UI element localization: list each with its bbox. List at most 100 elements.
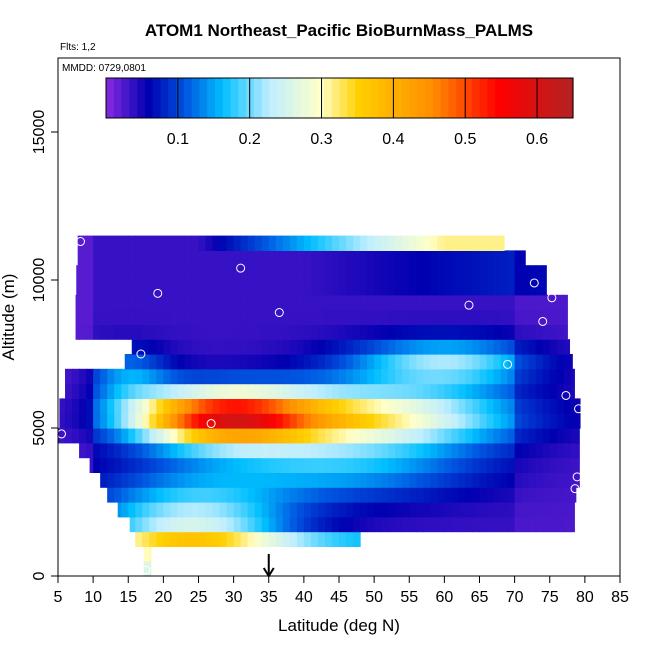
heatmap-cell bbox=[296, 383, 305, 399]
heatmap-cell bbox=[528, 265, 537, 281]
heatmap-cell bbox=[163, 398, 172, 414]
heatmap-cell bbox=[219, 235, 228, 251]
heatmap-cell bbox=[261, 368, 270, 385]
heatmap-cell bbox=[479, 487, 488, 503]
colorbar-segment bbox=[323, 78, 333, 118]
heatmap-cell bbox=[528, 472, 537, 488]
heatmap-cell bbox=[339, 324, 347, 340]
heatmap-cell bbox=[381, 383, 389, 399]
heatmap-cell bbox=[542, 354, 551, 370]
heatmap-cell bbox=[381, 354, 389, 370]
heatmap-cell bbox=[577, 413, 581, 429]
heatmap-cell bbox=[72, 398, 80, 414]
heatmap-cell bbox=[107, 457, 115, 473]
heatmap-cell bbox=[254, 442, 263, 459]
heatmap-cell bbox=[219, 294, 228, 311]
heatmap-cell bbox=[556, 428, 565, 444]
heatmap-cell bbox=[254, 324, 263, 340]
heatmap-cell bbox=[275, 354, 284, 370]
heatmap-cell bbox=[233, 457, 242, 473]
heatmap-cell bbox=[430, 309, 438, 325]
heatmap-cell bbox=[143, 546, 150, 562]
sample-point bbox=[529, 278, 539, 288]
heatmap-cell bbox=[465, 265, 474, 281]
heatmap-cell bbox=[135, 235, 143, 251]
heatmap-cell bbox=[409, 280, 417, 296]
heatmap-cell bbox=[465, 368, 474, 385]
heatmap-cell bbox=[528, 398, 537, 414]
heatmap-cell bbox=[275, 309, 284, 325]
heatmap-cell bbox=[339, 339, 347, 355]
heatmap-cell bbox=[542, 339, 551, 355]
heatmap-cell bbox=[128, 265, 136, 281]
heatmap-cell bbox=[367, 250, 375, 266]
heatmap-cell bbox=[458, 339, 467, 355]
heatmap-cell bbox=[423, 472, 431, 488]
heatmap-cell bbox=[177, 531, 186, 547]
sample-point bbox=[464, 300, 474, 310]
heatmap-cell bbox=[205, 516, 214, 533]
colorbar-segment bbox=[152, 78, 162, 118]
heatmap-cell bbox=[423, 309, 431, 325]
heatmap-cell bbox=[458, 309, 467, 325]
colorbar-segment bbox=[129, 78, 138, 118]
heatmap-cell bbox=[261, 265, 270, 281]
heatmap-cell bbox=[77, 250, 80, 266]
heatmap-cell bbox=[430, 354, 438, 370]
heatmap-cell bbox=[437, 339, 445, 355]
heatmap-cell bbox=[114, 250, 122, 266]
heatmap-cell bbox=[535, 516, 544, 533]
heatmap-cell bbox=[289, 472, 298, 488]
heatmap-cell bbox=[535, 472, 544, 488]
heatmap-cell bbox=[191, 516, 200, 533]
heatmap-cell bbox=[430, 250, 438, 266]
heatmap-cell bbox=[444, 265, 452, 281]
heatmap-cell bbox=[430, 398, 438, 414]
heatmap-cell bbox=[374, 472, 382, 488]
heatmap-cell bbox=[346, 235, 354, 251]
heatmap-cell bbox=[170, 487, 179, 503]
heatmap-cell bbox=[268, 235, 277, 251]
heatmap-cell bbox=[381, 502, 389, 518]
heatmap-cell bbox=[100, 265, 108, 281]
heatmap-cell bbox=[493, 383, 502, 399]
heatmap-cell bbox=[444, 368, 452, 385]
heatmap-cell bbox=[268, 250, 277, 266]
heatmap-cell bbox=[353, 457, 361, 473]
heatmap-cell bbox=[570, 442, 579, 459]
colorbar-segment bbox=[518, 78, 527, 118]
heatmap-cell bbox=[409, 383, 417, 399]
heatmap-cell bbox=[324, 457, 333, 473]
heatmap-cell bbox=[317, 413, 326, 429]
heatmap-cell bbox=[317, 280, 326, 296]
heatmap-cell bbox=[86, 413, 94, 429]
heatmap-cell bbox=[479, 250, 488, 266]
heatmap-cell bbox=[205, 324, 214, 340]
heatmap-cell bbox=[100, 442, 108, 459]
heatmap-cell bbox=[451, 235, 460, 251]
heatmap-cell bbox=[549, 413, 558, 429]
colorbar-segment bbox=[541, 78, 551, 118]
heatmap-cell bbox=[296, 339, 305, 355]
heatmap-cell bbox=[303, 487, 312, 503]
sample-point bbox=[206, 419, 216, 429]
heatmap-cell bbox=[247, 309, 256, 325]
heatmap-cell bbox=[402, 428, 410, 444]
heatmap-cell bbox=[317, 516, 326, 533]
heatmap-cell bbox=[409, 502, 417, 518]
heatmap-cell bbox=[381, 368, 389, 385]
heatmap-cell bbox=[275, 235, 284, 251]
heatmap-cell bbox=[493, 413, 502, 429]
heatmap-cell bbox=[205, 294, 214, 311]
heatmap-cell bbox=[570, 398, 579, 414]
heatmap-cell bbox=[444, 502, 452, 518]
heatmap-cell bbox=[191, 235, 200, 251]
heatmap-cell bbox=[444, 516, 452, 533]
heatmap-cell bbox=[535, 413, 544, 429]
heatmap-cell bbox=[114, 457, 122, 473]
heatmap-cell bbox=[107, 413, 115, 429]
heatmap-cell bbox=[395, 250, 403, 266]
heatmap-cell bbox=[289, 280, 298, 296]
heatmap-cell bbox=[191, 294, 200, 311]
